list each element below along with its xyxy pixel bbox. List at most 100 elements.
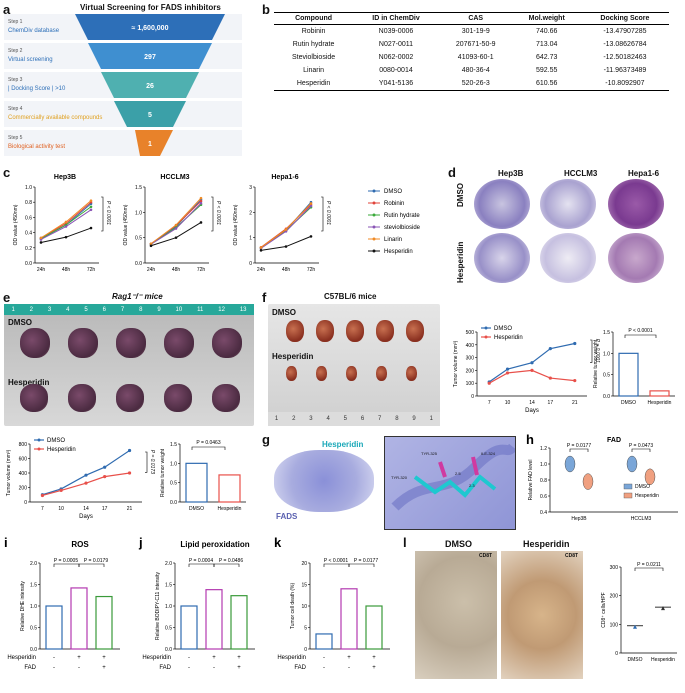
x-tick-label: 7 xyxy=(488,400,491,406)
significance-bracket xyxy=(213,563,240,567)
p-value: P = 0.0005 xyxy=(54,558,78,564)
series-line xyxy=(42,450,130,496)
p-value: P < 0.0001 xyxy=(628,328,652,334)
ruler-mark: 2 xyxy=(29,306,34,313)
y-axis-label: OD value (450nm) xyxy=(13,204,19,245)
x-tick-label: 10 xyxy=(58,506,64,512)
data-point xyxy=(64,225,68,228)
x-tick-label: 17 xyxy=(548,400,554,406)
data-point xyxy=(309,235,313,238)
legend-label: DMSO xyxy=(47,438,65,444)
p-value: P = 0.0486 xyxy=(219,558,243,564)
data-point xyxy=(548,376,552,380)
row-label-hesperidin: Hesperidin xyxy=(8,378,50,387)
chart-title: ROS xyxy=(71,540,89,549)
table-cell: Rutin hydrate xyxy=(292,41,335,48)
y-tick-label: 200 xyxy=(19,486,28,492)
y-tick-label: 0.5 xyxy=(603,373,610,379)
ruler-mark: 1 xyxy=(11,306,15,313)
treatment-mark: + xyxy=(102,655,106,661)
panel-h: h FAD 0.4 0.6 0.8 1.0 1.2 Relative FAD level Hep… xyxy=(522,432,685,530)
tumor xyxy=(286,366,297,381)
significance-bracket xyxy=(101,196,104,232)
x-tick-label: Hesperidin xyxy=(218,506,242,512)
y-tick-label: 1 xyxy=(249,236,252,242)
ruler-mark: 5 xyxy=(84,306,88,313)
chart-title: Hep3B xyxy=(54,174,76,181)
tumor xyxy=(346,366,357,381)
x-tick-label: 24h xyxy=(147,267,156,273)
data-point xyxy=(103,465,107,469)
tumor-cell-death-chart: k 0 5 10 15 20 Tumor cell death (%) - - + - + + Hespe… xyxy=(274,535,390,671)
table-header-cell: ID in ChemDiv xyxy=(353,12,439,25)
tumor xyxy=(164,328,194,358)
significance-bracket xyxy=(191,446,226,450)
series-line xyxy=(260,201,312,249)
y-axis-label: Relative BODIPY-C11 intensity xyxy=(155,571,161,640)
data-point xyxy=(149,244,153,248)
legend-label: DMSO xyxy=(384,189,402,195)
data-point xyxy=(505,371,510,375)
data-point xyxy=(284,228,288,231)
step-number: Step 2 xyxy=(8,48,23,54)
panel-label-d: d xyxy=(448,165,456,180)
data-point xyxy=(633,624,637,629)
ruler-mark: 4 xyxy=(66,306,70,313)
y-tick-label: 600 xyxy=(19,457,28,463)
data-point xyxy=(40,493,45,498)
ruler-mark: 5 xyxy=(343,416,348,422)
y-tick-label: 0 xyxy=(249,261,252,267)
ruler-mark: 9 xyxy=(412,416,416,422)
treatment-mark: + xyxy=(237,665,241,671)
ruler-mark: 8 xyxy=(395,416,399,422)
y-tick-label: 400 xyxy=(466,343,475,349)
y-tick-label: 200 xyxy=(466,368,475,374)
ligand-label: Hesperidin xyxy=(322,440,364,449)
x-tick-label: 14 xyxy=(529,400,535,406)
y-tick-label: 1.5 xyxy=(30,583,37,589)
ruler-mark: 12 xyxy=(218,306,225,313)
tumor xyxy=(406,366,417,381)
series-line xyxy=(40,200,92,239)
panel-f: f C57BL/6 mice 1 2 3 4 5 6 7 8 9 1 DMSO Hesperidi… xyxy=(262,290,685,430)
y-tick-label: 0.2 xyxy=(25,246,32,252)
data-point xyxy=(573,379,577,383)
compound-table: Compound ID in ChemDiv CAS Mol.weight Dockin… xyxy=(274,12,669,91)
data-point xyxy=(309,204,313,208)
ihc-image-hesperidin xyxy=(501,551,583,679)
colony-dish xyxy=(474,233,530,283)
step-name: | Docking Score | >10 xyxy=(8,86,66,92)
significance-bracket xyxy=(78,563,105,567)
y-tick-label: 0.5 xyxy=(165,626,172,632)
distance-label: 2.3 xyxy=(469,483,475,488)
lipid-peroxidation-chart: j Lipid peroxidation 0.0 0.5 1.0 1.5 2.0 Relati… xyxy=(138,535,255,671)
legend-marker xyxy=(372,225,376,229)
legend-marker xyxy=(484,326,488,330)
p-value: P = 0.0004 xyxy=(189,558,213,564)
x-tick-label: 48h xyxy=(62,267,71,273)
significance-bracket xyxy=(188,563,215,567)
treatment-mark: - xyxy=(323,655,325,661)
x-tick-label: 10 xyxy=(505,400,511,406)
panel-label: i xyxy=(4,535,8,550)
y-axis-label: Tumor volume (mm³) xyxy=(453,340,459,387)
tumor xyxy=(286,320,304,342)
y-axis-label: Relative tumor weight xyxy=(593,339,599,388)
data-point xyxy=(573,341,577,346)
y-tick-label: 2 xyxy=(249,210,252,216)
data-point xyxy=(39,241,43,244)
significance-bracket xyxy=(624,334,657,338)
y-tick-label: 1.0 xyxy=(603,351,610,357)
table-row: Robinin N039-0006 301-19-9 740.66 -13.479072… xyxy=(274,25,669,39)
panel-a-title: Virtual Screening for FADS inhibitors xyxy=(80,3,221,12)
legend-marker xyxy=(372,213,376,217)
ruler-mark: 1 xyxy=(274,416,279,422)
data-point xyxy=(89,208,93,212)
y-tick-label: 0 xyxy=(615,651,618,657)
cd8-chart: 0 100 200 300 CD8⁺ cells/HPF DMSO Hesperidin P … xyxy=(601,562,677,663)
data-point xyxy=(309,202,313,205)
row-label-dmso: DMSO xyxy=(272,308,296,317)
legend-label: DMSO xyxy=(494,326,512,332)
funnel-segment xyxy=(101,72,199,98)
y-tick-label: 20 xyxy=(301,561,307,567)
